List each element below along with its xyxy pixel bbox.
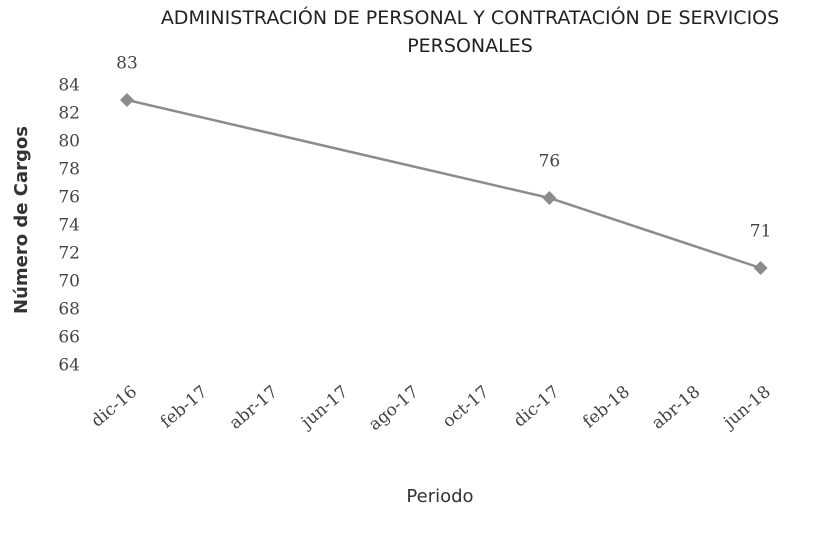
y-tick-label: 84 bbox=[58, 76, 80, 96]
x-tick-label: abr-18 bbox=[648, 382, 704, 434]
chart-title: ADMINISTRACIÓN DE PERSONAL Y CONTRATACIÓ… bbox=[160, 7, 780, 57]
data-label: 71 bbox=[750, 222, 772, 242]
marker bbox=[753, 261, 768, 275]
x-tick-label: ago-17 bbox=[365, 382, 423, 435]
x-tick-label: jun-18 bbox=[719, 382, 775, 434]
x-tick-label: jun-17 bbox=[296, 382, 352, 434]
x-tick-label: oct-17 bbox=[439, 382, 493, 432]
y-axis-label: Número de Cargos bbox=[11, 126, 32, 314]
x-tick-label: feb-17 bbox=[157, 382, 212, 432]
y-tick-label: 78 bbox=[58, 160, 80, 180]
y-tick-label: 64 bbox=[58, 356, 80, 376]
marker bbox=[120, 93, 134, 107]
x-tick-label: dic-17 bbox=[510, 382, 564, 432]
x-axis-label: Periodo bbox=[406, 486, 473, 507]
data-label: 76 bbox=[539, 152, 561, 172]
y-tick-label: 80 bbox=[58, 132, 80, 152]
y-tick-label: 70 bbox=[58, 272, 80, 292]
y-tick-label: 66 bbox=[58, 328, 80, 348]
x-tick-label: dic-16 bbox=[87, 382, 141, 432]
y-tick-label: 72 bbox=[58, 244, 80, 264]
line bbox=[126, 98, 761, 270]
y-tick-label: 68 bbox=[58, 300, 80, 320]
x-tick-label: feb-18 bbox=[579, 382, 634, 432]
marker bbox=[542, 191, 557, 205]
y-tick-label: 82 bbox=[58, 104, 80, 124]
data-label: 83 bbox=[116, 54, 138, 74]
y-tick-label: 76 bbox=[58, 188, 80, 208]
y-tick-label: 74 bbox=[58, 216, 80, 236]
x-tick-label: abr-17 bbox=[226, 382, 282, 434]
